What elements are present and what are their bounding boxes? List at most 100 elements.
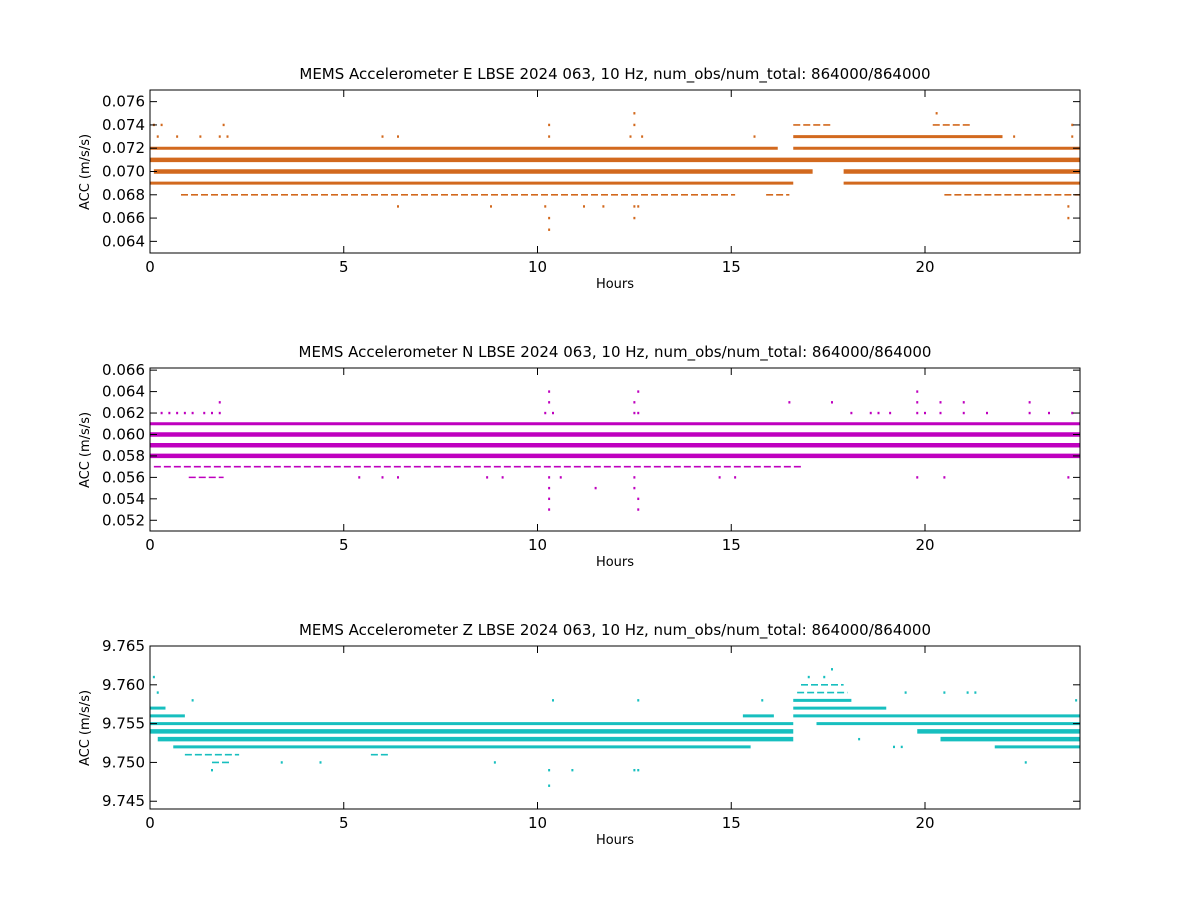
data-point-n-27: [889, 411, 892, 415]
data-point-n-16: [191, 411, 194, 415]
data-point-n-3: [218, 401, 221, 404]
data-point-e-32: [548, 228, 551, 231]
data-point-e-27: [637, 205, 640, 208]
data-point-n-10: [962, 401, 965, 404]
data-point-e-18: [753, 135, 756, 138]
data-point-n-6: [788, 401, 791, 404]
data-point-n-37: [381, 476, 384, 479]
data-point-z-16: [548, 768, 551, 772]
y-axis-label-e: ACC (m/s/s): [78, 134, 93, 210]
data-point-n-39: [486, 476, 489, 479]
y-tick-label-z-1: 9.750: [102, 753, 145, 771]
data-point-n-24: [850, 411, 853, 415]
data-point-e-24: [583, 205, 585, 208]
data-point-e-11: [218, 135, 221, 138]
y-tick-label-z-4: 9.765: [102, 637, 145, 655]
data-point-n-34: [1048, 411, 1050, 415]
data-point-e-26: [633, 205, 636, 208]
data-point-n-23: [637, 411, 640, 415]
data-point-n-32: [986, 411, 988, 415]
data-point-n-33: [1028, 411, 1031, 415]
data-marks-n: [150, 390, 1080, 511]
data-point-n-9: [939, 401, 942, 404]
data-point-e-12: [226, 135, 229, 138]
data-point-e-4: [633, 123, 636, 127]
data-point-n-14: [176, 411, 179, 415]
data-point-n-7: [831, 401, 833, 404]
data-point-n-8: [916, 401, 919, 404]
data-point-e-10: [199, 135, 202, 138]
chart-title-z: MEMS Accelerometer Z LBSE 2024 063, 10 H…: [299, 621, 931, 640]
data-point-n-21: [552, 411, 554, 415]
plot-frame-z: [149, 645, 1081, 810]
data-point-e-17: [641, 135, 644, 138]
x-tick-label-n-3: 15: [722, 536, 741, 554]
data-point-z-12: [966, 691, 969, 694]
data-point-e-22: [490, 205, 492, 208]
data-point-e-25: [602, 205, 605, 208]
x-tick-label-z-1: 5: [339, 814, 349, 832]
data-point-n-36: [358, 476, 361, 479]
data-point-e-5: [633, 112, 636, 115]
data-point-z-22: [319, 761, 322, 764]
data-point-z-18: [633, 768, 636, 772]
data-point-z-19: [637, 768, 640, 772]
data-point-z-4: [156, 691, 159, 694]
x-tick-label-n-0: 0: [145, 536, 155, 554]
x-tick-label-z-0: 0: [145, 814, 155, 832]
data-point-e-3: [548, 123, 551, 127]
panel-z: MEMS Accelerometer Z LBSE 2024 063, 10 H…: [78, 621, 1081, 848]
y-tick-label-n-2: 0.056: [102, 468, 145, 486]
data-point-z-25: [900, 745, 903, 749]
data-point-n-20: [544, 411, 547, 415]
data-point-n-47: [943, 476, 946, 479]
chart-title-e: MEMS Accelerometer E LBSE 2024 063, 10 H…: [299, 65, 930, 84]
data-point-z-9: [1075, 699, 1078, 702]
data-point-z-26: [858, 737, 861, 741]
x-tick-label-e-3: 15: [722, 258, 741, 276]
data-point-n-0: [548, 390, 551, 393]
data-point-n-17: [203, 411, 206, 415]
data-point-n-30: [939, 411, 942, 415]
data-point-n-51: [633, 486, 636, 490]
data-point-n-42: [559, 476, 562, 479]
data-point-n-28: [916, 411, 919, 415]
x-tick-label-n-2: 10: [528, 536, 547, 554]
data-marks-z: [150, 668, 1080, 787]
data-point-e-30: [633, 216, 636, 220]
data-point-n-18: [211, 411, 213, 415]
data-point-z-27: [1024, 761, 1027, 764]
data-point-z-0: [831, 668, 833, 671]
data-point-z-6: [552, 699, 554, 702]
x-tick-label-e-2: 10: [528, 258, 547, 276]
data-point-n-4: [548, 401, 551, 404]
y-tick-label-z-3: 9.760: [102, 676, 145, 694]
data-point-e-8: [156, 135, 159, 138]
ticks-e: 0 5 10 15 20 0.064 0.066 0.068 0.070 0.072 0.074 0.…: [102, 90, 1080, 276]
data-point-n-40: [501, 476, 504, 479]
data-point-n-50: [594, 486, 597, 490]
data-point-n-25: [869, 411, 872, 415]
data-point-e-31: [1067, 216, 1070, 220]
data-point-z-23: [493, 761, 496, 764]
data-point-n-52: [548, 497, 551, 501]
y-tick-label-n-7: 0.066: [102, 361, 145, 379]
data-point-n-45: [734, 476, 737, 479]
data-point-z-3: [152, 675, 155, 679]
x-tick-label-e-0: 0: [145, 258, 155, 276]
y-tick-label-z-2: 9.755: [102, 715, 145, 733]
data-point-n-1: [637, 390, 640, 393]
x-axis-label-z: Hours: [596, 833, 634, 848]
data-point-e-16: [629, 135, 632, 138]
data-point-n-49: [548, 486, 551, 490]
data-point-z-5: [191, 699, 194, 702]
data-point-n-55: [637, 508, 640, 511]
data-point-e-15: [548, 135, 551, 138]
data-point-e-20: [1071, 135, 1074, 138]
y-tick-label-n-5: 0.062: [102, 404, 145, 422]
chart-title-n: MEMS Accelerometer N LBSE 2024 063, 10 H…: [299, 343, 932, 362]
x-axis-label-n: Hours: [596, 555, 634, 570]
data-point-e-19: [1013, 135, 1016, 138]
data-point-n-53: [637, 497, 640, 501]
